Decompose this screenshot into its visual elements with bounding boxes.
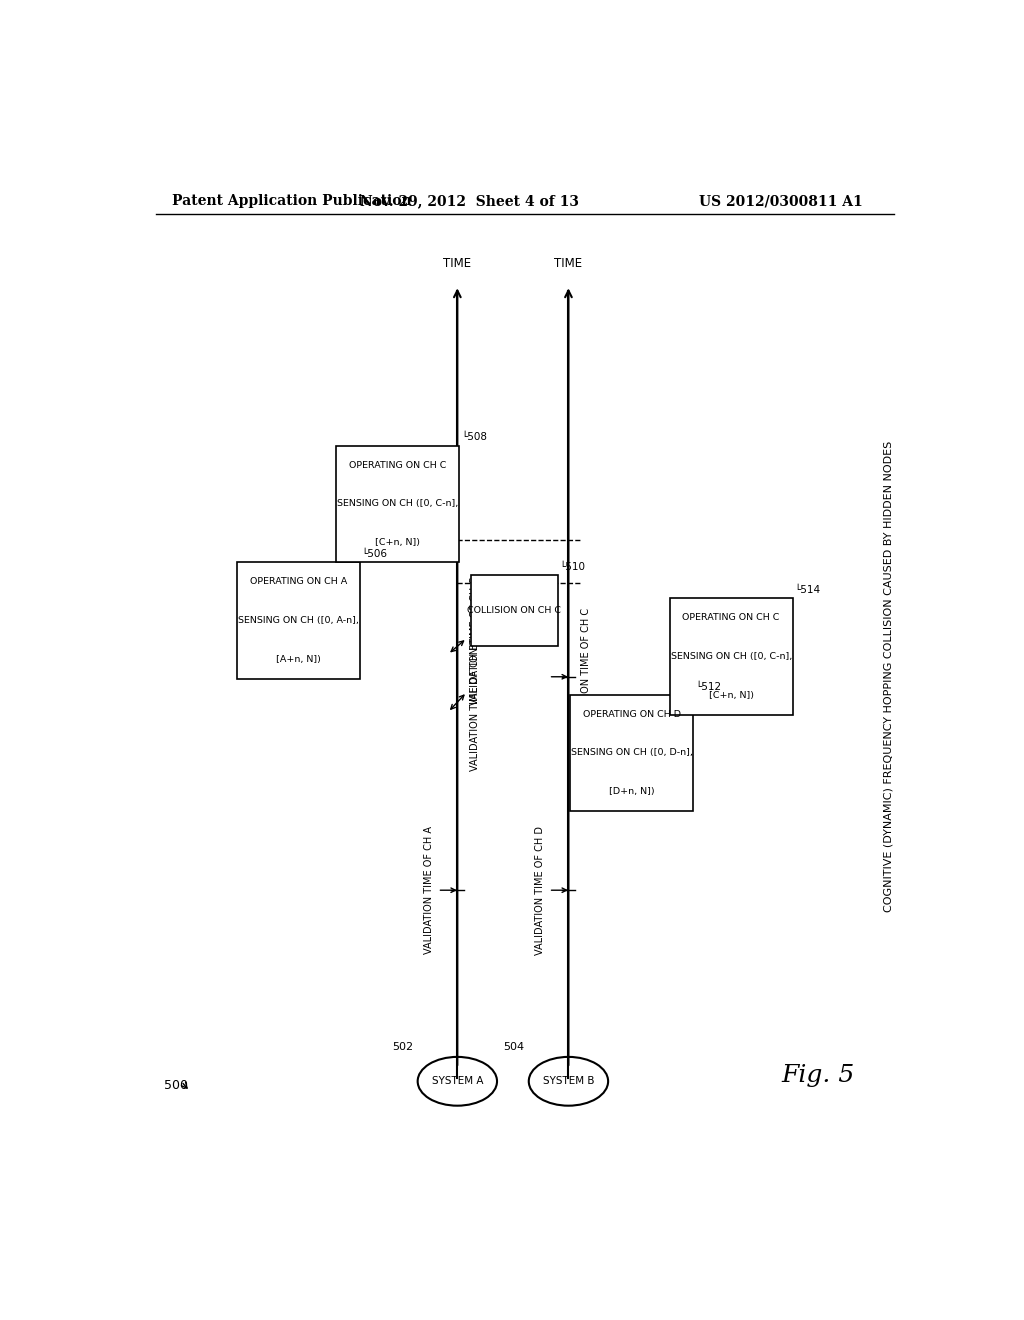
Text: SENSING ON CH ([0, D-n],: SENSING ON CH ([0, D-n], — [571, 748, 693, 758]
Bar — [336, 446, 460, 562]
Text: COLLISION ON CH C: COLLISION ON CH C — [468, 606, 561, 615]
Text: OPERATING ON CH D: OPERATING ON CH D — [583, 710, 681, 718]
Text: └514: └514 — [795, 585, 820, 595]
Text: COGNITIVE (DYNAMIC) FREQUENCY HOPPING COLLISION CAUSED BY HIDDEN NODES: COGNITIVE (DYNAMIC) FREQUENCY HOPPING CO… — [884, 441, 893, 912]
Text: [C+n, N]): [C+n, N]) — [709, 690, 754, 700]
Text: 502: 502 — [392, 1041, 414, 1052]
Text: 504: 504 — [504, 1041, 524, 1052]
Text: └506: └506 — [361, 549, 388, 560]
Text: Nov. 29, 2012  Sheet 4 of 13: Nov. 29, 2012 Sheet 4 of 13 — [359, 194, 579, 209]
Bar — [238, 562, 360, 680]
Text: VALIDATION TIME OF CH C: VALIDATION TIME OF CH C — [582, 607, 591, 735]
Text: SENSING ON CH ([0, C-n],: SENSING ON CH ([0, C-n], — [337, 499, 459, 508]
Text: VALIDATION TIME OF CH A: VALIDATION TIME OF CH A — [424, 826, 433, 954]
Text: •: • — [577, 708, 583, 717]
Text: SYSTEM A: SYSTEM A — [431, 1076, 483, 1086]
Text: └510: └510 — [560, 562, 586, 572]
Text: VALIDATION TIME OF CH C: VALIDATION TIME OF CH C — [470, 577, 480, 705]
Text: SENSING ON CH ([0, C-n],: SENSING ON CH ([0, C-n], — [671, 652, 792, 661]
Text: TIME: TIME — [554, 257, 583, 271]
Text: VALIDATION TIME OF CH D: VALIDATION TIME OF CH D — [535, 826, 545, 954]
Text: SENSING ON CH ([0, A-n],: SENSING ON CH ([0, A-n], — [239, 616, 359, 626]
Text: VALIDATION TIME OF CH B: VALIDATION TIME OF CH B — [470, 643, 480, 771]
Text: [D+n, N]): [D+n, N]) — [609, 788, 654, 796]
Text: OPERATING ON CH C: OPERATING ON CH C — [682, 612, 780, 622]
Text: OPERATING ON CH A: OPERATING ON CH A — [250, 577, 347, 586]
Text: 500: 500 — [164, 1078, 187, 1092]
Text: TIME: TIME — [443, 257, 471, 271]
Bar — [570, 694, 693, 812]
Bar — [670, 598, 793, 715]
Text: └512: └512 — [695, 681, 721, 692]
Text: Patent Application Publication: Patent Application Publication — [172, 194, 412, 209]
Text: Fig. 5: Fig. 5 — [781, 1064, 855, 1086]
Bar — [471, 576, 558, 647]
Text: US 2012/0300811 A1: US 2012/0300811 A1 — [699, 194, 863, 209]
Text: [C+n, N]): [C+n, N]) — [376, 539, 420, 548]
Text: SYSTEM B: SYSTEM B — [543, 1076, 594, 1086]
Text: └508: └508 — [461, 433, 487, 442]
Text: [A+n, N]): [A+n, N]) — [276, 655, 322, 664]
Text: OPERATING ON CH C: OPERATING ON CH C — [349, 461, 446, 470]
